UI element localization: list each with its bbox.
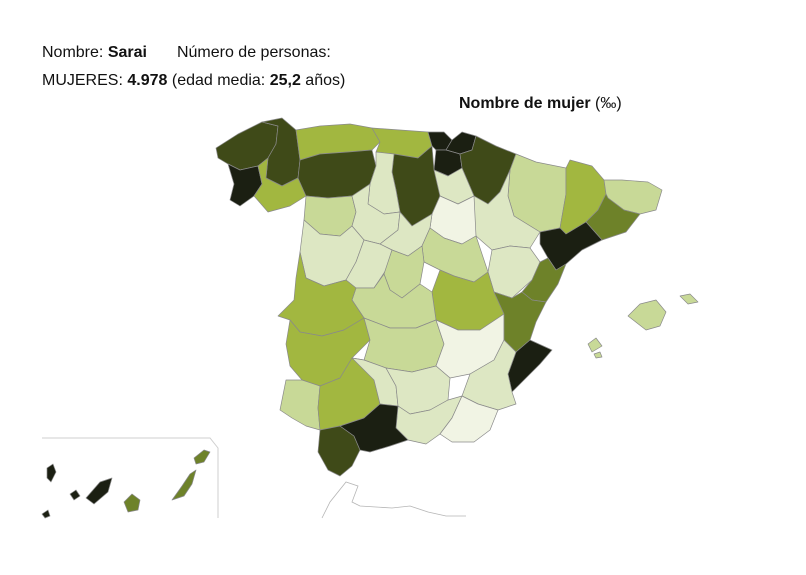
province-valencia[interactable] — [493, 291, 547, 353]
province-huelva[interactable] — [279, 379, 321, 431]
island-menorca[interactable] — [679, 293, 699, 305]
island-gran-canaria[interactable] — [123, 493, 141, 513]
island-mallorca[interactable] — [627, 299, 667, 331]
island-tenerife[interactable] — [85, 477, 113, 505]
province-almeria[interactable] — [439, 395, 499, 443]
province-malaga[interactable] — [339, 403, 409, 453]
name-info: Nombre: Sarai Número de personas: MUJERES… — [42, 39, 345, 95]
map-title-text: Nombre de mujer — [459, 95, 591, 112]
count-line: MUJERES: 4.978 (edad media: 25,2 años) — [42, 67, 345, 95]
island-fuerteventura[interactable] — [171, 469, 197, 501]
island-el-hierro[interactable] — [41, 509, 51, 519]
age-value: 25,2 — [269, 72, 301, 89]
name-label: Nombre: — [42, 44, 104, 61]
island-formentera[interactable] — [593, 351, 603, 359]
map-title: Nombre de mujer (‰) — [459, 95, 622, 113]
name-line: Nombre: Sarai Número de personas: — [42, 39, 345, 67]
north-africa-coast — [321, 481, 466, 519]
canary-inset-frame — [42, 437, 219, 518]
count-label: Número de personas: — [176, 44, 331, 61]
age-suffix: años) — [305, 72, 346, 89]
gender-label: MUJERES: — [42, 72, 123, 89]
count-value: 4.978 — [127, 72, 168, 89]
island-la-palma[interactable] — [46, 463, 57, 483]
island-ibiza[interactable] — [587, 337, 603, 353]
age-prefix: (edad media: — [171, 72, 266, 89]
map-title-unit: (‰) — [595, 95, 622, 112]
island-lanzarote[interactable] — [193, 449, 211, 465]
name-value: Sarai — [107, 44, 147, 61]
island-la-gomera[interactable] — [69, 489, 81, 501]
